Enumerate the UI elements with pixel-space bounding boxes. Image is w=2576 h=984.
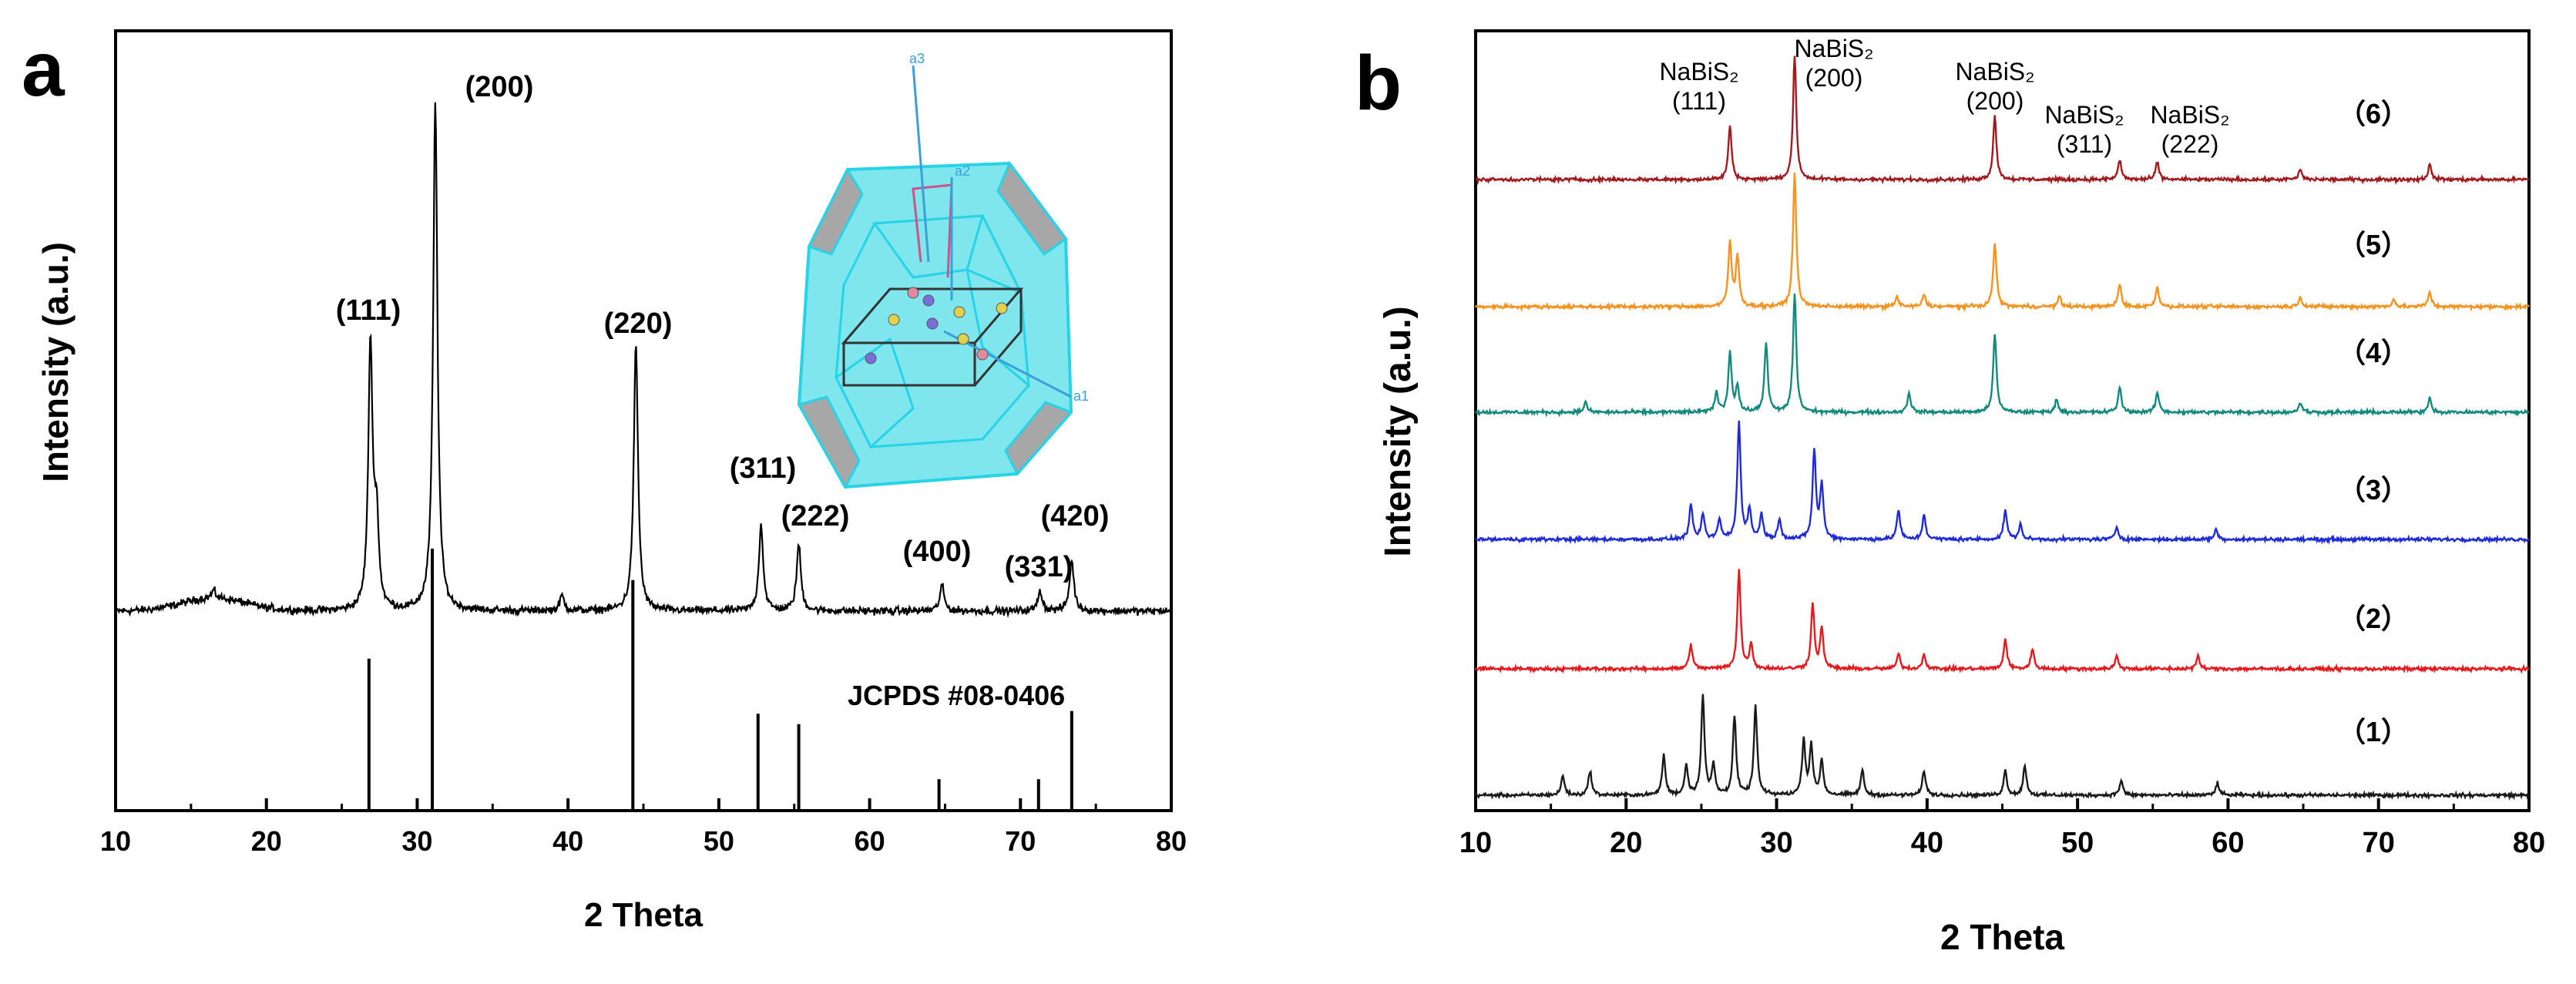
x-tick-label-b: 60 [2212, 827, 2244, 859]
atom [926, 317, 939, 330]
series-label: （5） [2338, 229, 2409, 260]
unit-cell-pink [912, 183, 953, 278]
series-label: （3） [2338, 474, 2409, 505]
x-axis-label-a: 2 Theta [584, 896, 704, 934]
series-line [1474, 569, 2530, 674]
atom [922, 294, 935, 307]
crystal-face-grey [797, 395, 861, 490]
x-tick-label-a: 30 [401, 825, 432, 857]
x-tick-label-a: 50 [704, 825, 734, 857]
peak-label-a: (331) [1005, 551, 1073, 583]
series-label: （2） [2338, 603, 2409, 634]
series-label: （4） [2338, 337, 2409, 368]
crystal-structure-inset: a3 a1 a2 [797, 51, 1089, 490]
peak-annotation-plane: (200) [1966, 87, 2024, 115]
y-axis-label-b: Intensity (a.u.) [1378, 306, 1419, 556]
axis-a3-label: a3 [909, 51, 925, 66]
reference-label: JCPDS #08-0406 [848, 680, 1065, 711]
x-axis-label-b: 2 Theta [1940, 917, 2064, 957]
peak-annotation-plane: (222) [2161, 130, 2219, 158]
x-tick-label-b: 40 [1911, 827, 1943, 859]
series-line [1474, 694, 2531, 801]
unit-cell-side [973, 289, 1023, 386]
series-label: （1） [2338, 716, 2409, 747]
y-axis-label-a: Intensity (a.u.) [35, 242, 76, 482]
plot-frame-b [1474, 29, 2531, 812]
series-line [1475, 55, 2530, 186]
atom [996, 302, 1008, 314]
chart-panel-b: 10 20 30 40 50 60 70 80 2 Theta Intensity (a.u.) （… [1378, 29, 2545, 957]
peak-label-a: (220) [604, 307, 673, 340]
crystal-face-edge [835, 337, 915, 449]
peak-annotation-plane: (311) [2057, 130, 2112, 158]
panel-label-a: a [22, 26, 65, 113]
axis-a1-label: a1 [1073, 388, 1089, 404]
peak-annotation-compound: NaBiS₂ [2150, 101, 2229, 129]
x-tick-label-b: 10 [1459, 827, 1492, 859]
atom [957, 333, 969, 345]
x-tick-label-a: 80 [1156, 825, 1187, 857]
chart-panel-a: 10 20 30 40 50 60 70 80 2 Theta Intensity (a.u.) (… [35, 29, 1187, 934]
atom [888, 314, 900, 326]
peak-label-a: (400) [903, 536, 972, 568]
measured-pattern-line [114, 102, 1172, 619]
peak-annotation-plane: (111) [1672, 87, 1726, 115]
x-tick-label-a: 40 [552, 825, 583, 857]
panel-label-b: b [1355, 40, 1402, 126]
crystal-face-grey [996, 160, 1068, 257]
x-tick-label-b: 30 [1760, 827, 1792, 859]
peak-annotation-compound: NaBiS₂ [2044, 101, 2124, 129]
peak-label-a: (222) [781, 500, 850, 532]
series-line [1475, 420, 2531, 545]
series-line [1474, 294, 2530, 418]
axis-a3-line [912, 65, 930, 263]
atom [953, 306, 966, 318]
crystal-face-edge [965, 267, 1030, 388]
peak-label-a: (200) [465, 71, 534, 103]
crystal-face-grey [1004, 401, 1073, 476]
peak-label-a: (111) [336, 294, 401, 327]
peak-label-a: (420) [1041, 500, 1110, 532]
x-tick-label-b: 20 [1610, 827, 1642, 859]
x-tick-label-b: 50 [2061, 827, 2094, 859]
peak-annotation-compound: NaBiS₂ [1955, 58, 2034, 86]
x-tick-label-a: 70 [1005, 825, 1036, 857]
peak-annotation-compound: NaBiS₂ [1659, 58, 1738, 86]
x-tick-label-b: 80 [2513, 827, 2545, 859]
x-tick-label-b: 70 [2363, 827, 2395, 859]
atom [865, 352, 877, 364]
crystal-face-edge [835, 214, 1030, 448]
peak-label-a: (311) [730, 452, 797, 485]
atom [907, 287, 919, 299]
x-tick-label-a: 20 [251, 825, 282, 857]
axis-a2-label: a2 [955, 163, 970, 179]
series-line [1474, 172, 2530, 313]
peak-annotation-compound: NaBiS₂ [1794, 35, 1873, 62]
atom [976, 348, 989, 361]
series-label: （6） [2338, 98, 2409, 129]
x-tick-label-a: 10 [100, 825, 131, 857]
peak-annotation-plane: (200) [1805, 64, 1863, 92]
crystal-face-grey [807, 166, 864, 256]
x-tick-label-a: 60 [855, 825, 885, 857]
